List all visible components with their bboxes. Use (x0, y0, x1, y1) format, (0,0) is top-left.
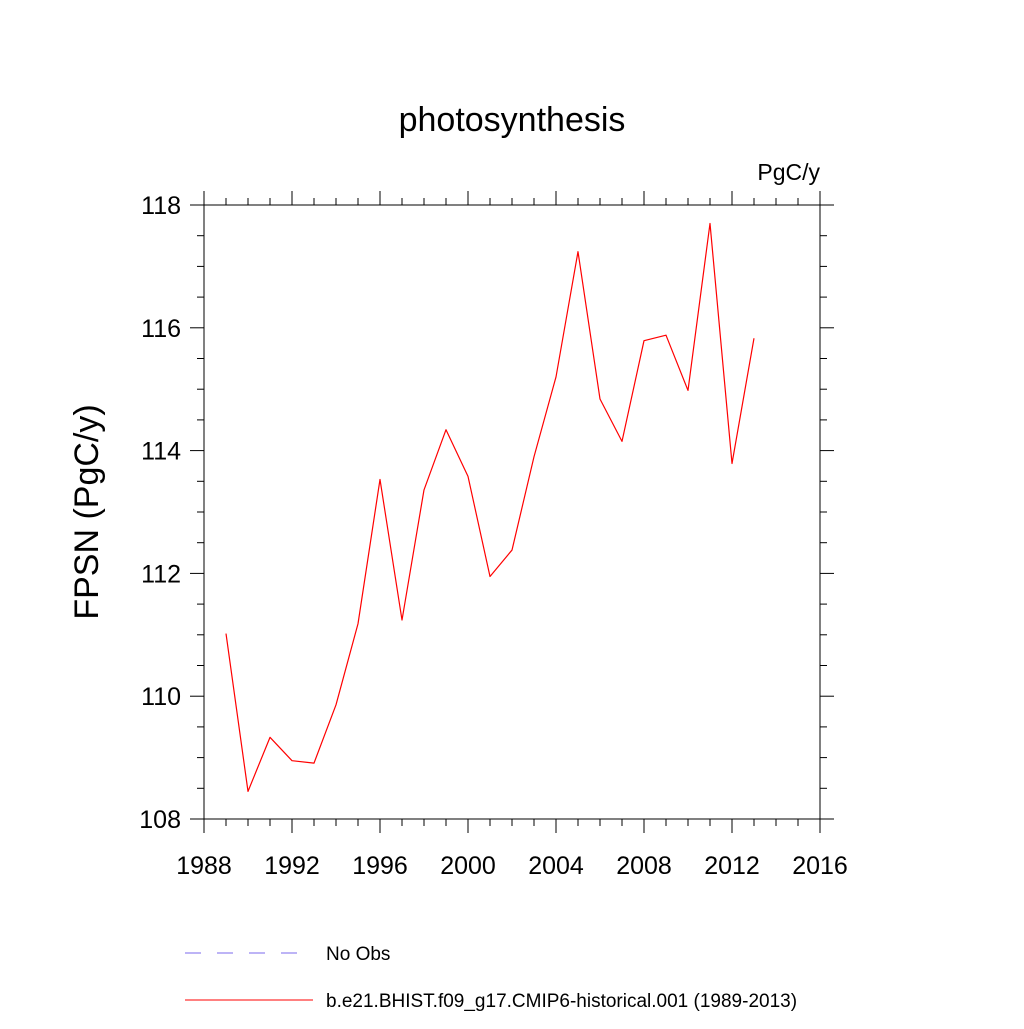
y-tick-label: 110 (141, 683, 181, 711)
plot-frame (203, 204, 821, 820)
axes: 1988 1992 1996 2000 2004 2008 2012 2016 108 110 11… (139, 191, 848, 880)
x-tick-label: 2012 (704, 852, 760, 880)
y-tick-label: 114 (141, 438, 181, 466)
y-tick-label: 112 (141, 560, 181, 588)
x-tick-label: 1988 (176, 852, 232, 880)
x-tick-label: 2004 (528, 852, 584, 880)
x-tick-label: 2008 (616, 852, 672, 880)
x-tick-label: 1992 (264, 852, 320, 880)
legend-label-0: No Obs (326, 944, 390, 965)
y-tick-label: 116 (141, 315, 181, 343)
x-tick-label: 2016 (792, 852, 848, 880)
legend-label-1: b.e21.BHIST.f09_g17.CMIP6-historical.001… (326, 991, 797, 1012)
x-tick-label: 2000 (440, 852, 496, 880)
units-label: PgC/y (757, 159, 820, 185)
y-tick-label: 118 (141, 192, 181, 220)
chart-title: photosynthesis (399, 101, 626, 139)
legend: No Obs b.e21.BHIST.f09_g17.CMIP6-historic… (185, 944, 797, 1012)
x-tick-label: 1996 (352, 852, 408, 880)
series-line-0 (225, 222, 755, 792)
y-tick-label: 108 (139, 806, 181, 834)
y-axis-label: FPSN (PgC/y) (68, 404, 106, 619)
plot-area (225, 222, 755, 792)
